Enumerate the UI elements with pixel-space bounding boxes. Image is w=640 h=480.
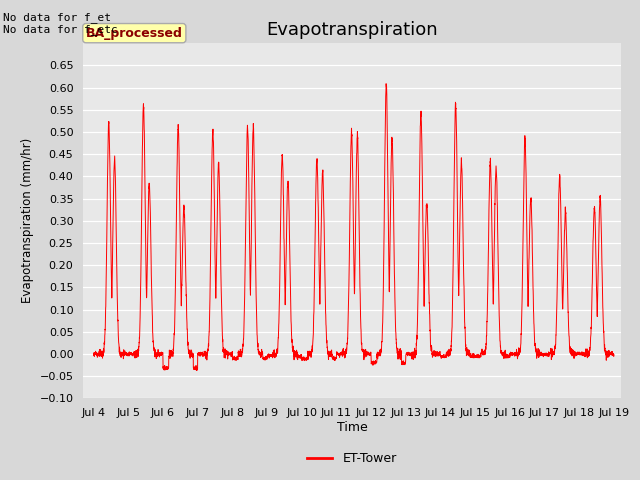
Legend: ET-Tower: ET-Tower xyxy=(302,447,402,470)
Title: Evapotranspiration: Evapotranspiration xyxy=(266,21,438,39)
Text: No data for f_et
No data for f_etc: No data for f_et No data for f_etc xyxy=(3,12,118,36)
X-axis label: Time: Time xyxy=(337,421,367,434)
Y-axis label: Evapotranspiration (mm/hr): Evapotranspiration (mm/hr) xyxy=(21,138,34,303)
Text: BA_processed: BA_processed xyxy=(86,27,183,40)
